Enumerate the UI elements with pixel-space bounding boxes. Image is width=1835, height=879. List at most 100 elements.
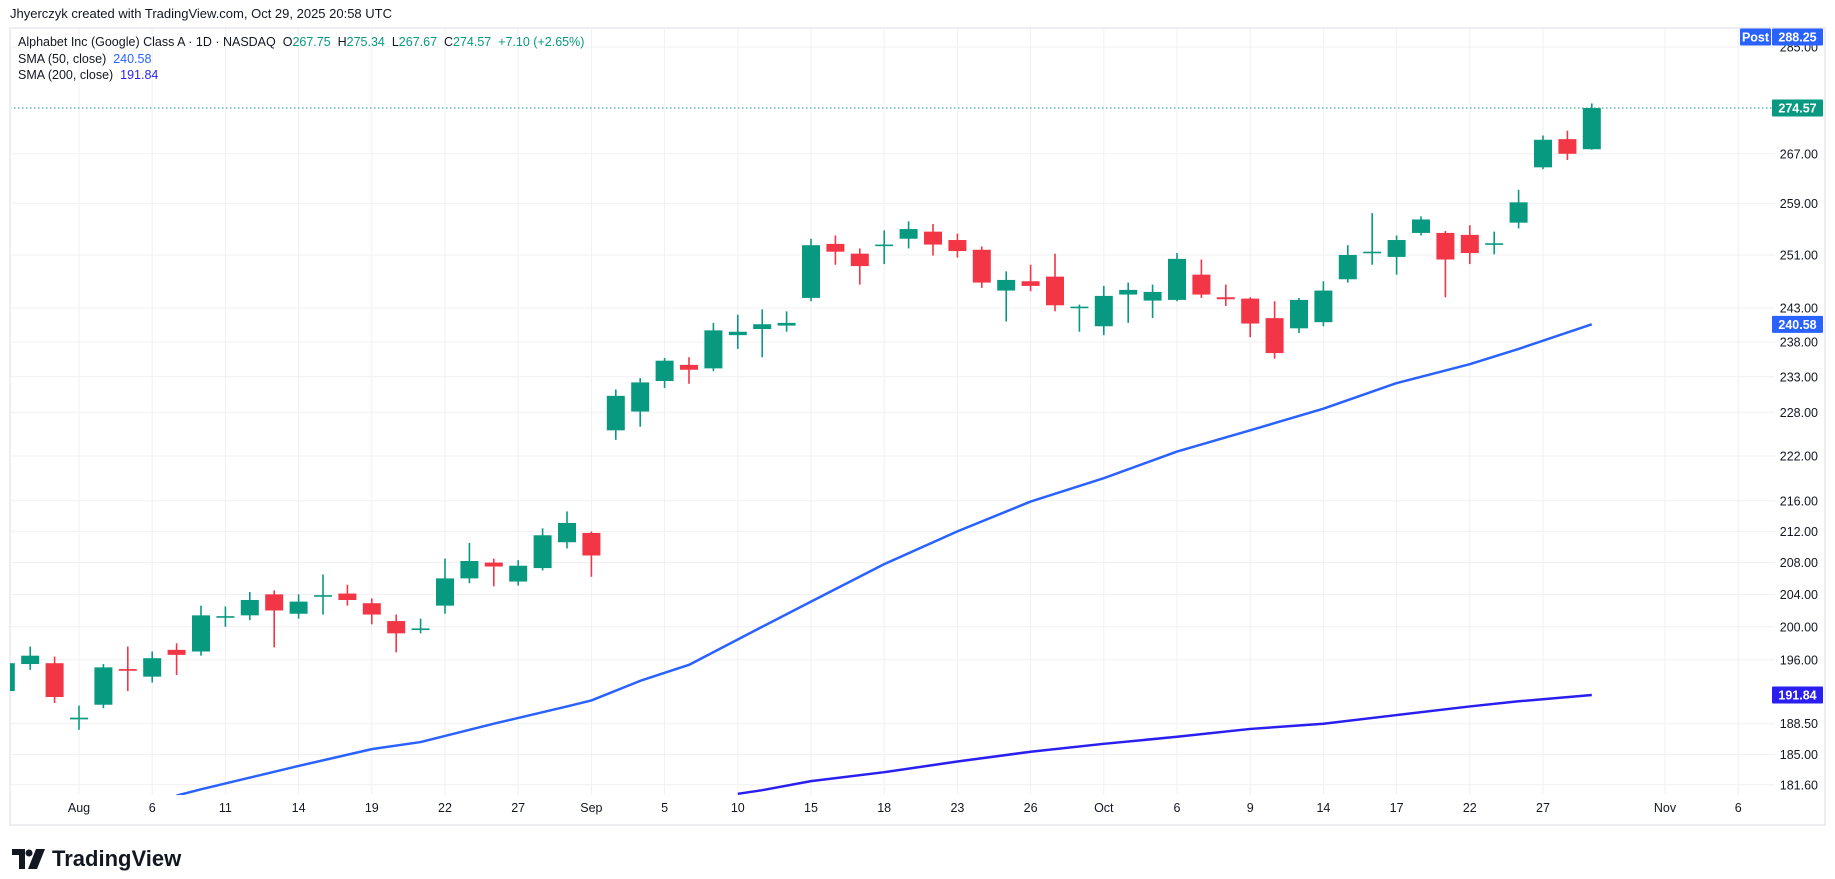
candle[interactable] xyxy=(582,531,601,577)
candle-body xyxy=(1509,202,1528,223)
y-tick-label: 196.00 xyxy=(1780,653,1818,667)
legend-sma50-row[interactable]: SMA (50, close) 240.58 xyxy=(18,51,584,68)
candle-body xyxy=(1314,290,1333,323)
x-tick-label: 10 xyxy=(731,801,745,815)
candle[interactable] xyxy=(436,558,454,614)
candle-body xyxy=(509,565,528,582)
candle-body xyxy=(826,243,845,252)
x-tick-label: Aug xyxy=(68,801,90,815)
candle[interactable] xyxy=(1265,301,1284,359)
candle[interactable] xyxy=(1046,253,1064,312)
candle-body xyxy=(1412,219,1430,233)
candle[interactable] xyxy=(753,309,772,358)
y-tick-label: 181.60 xyxy=(1780,778,1818,792)
candle[interactable] xyxy=(265,590,284,648)
candle[interactable] xyxy=(70,705,88,730)
candle[interactable] xyxy=(0,660,15,695)
price-labels: 288.25 Post 274.57 240.58 191.84 xyxy=(1740,28,1823,704)
candle[interactable] xyxy=(1363,213,1382,265)
candle[interactable] xyxy=(338,584,357,606)
candle[interactable] xyxy=(680,357,698,384)
candle[interactable] xyxy=(1070,304,1089,332)
candle[interactable] xyxy=(1290,297,1308,334)
candle[interactable] xyxy=(606,389,625,440)
x-tick-label: 23 xyxy=(950,801,964,815)
candle[interactable] xyxy=(1509,189,1528,229)
candle[interactable] xyxy=(875,230,894,265)
candle[interactable] xyxy=(997,271,1016,322)
x-tick-label: Sep xyxy=(580,801,602,815)
candle[interactable] xyxy=(118,646,137,692)
candle[interactable] xyxy=(1558,130,1577,160)
candle[interactable] xyxy=(948,233,967,258)
candle-body xyxy=(1021,281,1040,286)
candle[interactable] xyxy=(1241,297,1260,338)
candle[interactable] xyxy=(1582,103,1601,150)
tradingview-logo[interactable]: TradingView xyxy=(12,846,181,872)
x-tick-label: 5 xyxy=(661,801,668,815)
candle[interactable] xyxy=(777,311,796,332)
candle[interactable] xyxy=(533,528,552,571)
candle[interactable] xyxy=(1534,135,1552,170)
candle[interactable] xyxy=(1338,245,1357,283)
candle[interactable] xyxy=(850,248,869,285)
candle[interactable] xyxy=(1119,282,1138,323)
candle[interactable] xyxy=(362,598,381,625)
candle[interactable] xyxy=(631,378,650,427)
candle[interactable] xyxy=(704,322,723,372)
candle[interactable] xyxy=(1436,231,1455,298)
candle[interactable] xyxy=(411,618,430,634)
candle[interactable] xyxy=(216,606,235,627)
candle[interactable] xyxy=(972,246,991,288)
candle[interactable] xyxy=(509,560,528,586)
candle[interactable] xyxy=(94,664,113,709)
candle[interactable] xyxy=(1216,284,1235,306)
candle-body xyxy=(777,322,796,326)
candle-body xyxy=(21,655,40,665)
tradingview-logo-text: TradingView xyxy=(52,846,182,871)
candle-body xyxy=(1582,108,1601,150)
candle[interactable] xyxy=(167,643,186,675)
sma200-line xyxy=(737,693,1592,795)
candle[interactable] xyxy=(21,646,40,670)
candle[interactable] xyxy=(45,656,64,704)
candle[interactable] xyxy=(1192,259,1211,298)
legend-sma200-row[interactable]: SMA (200, close) 191.84 xyxy=(18,67,584,84)
candle[interactable] xyxy=(655,357,674,389)
chart-frame xyxy=(9,27,1826,826)
candle[interactable] xyxy=(484,558,503,587)
candle[interactable] xyxy=(1412,216,1430,236)
candle[interactable] xyxy=(387,614,406,653)
candle[interactable] xyxy=(1314,281,1333,327)
candle-body xyxy=(1070,306,1089,309)
candle[interactable] xyxy=(728,314,747,349)
candle[interactable] xyxy=(1387,235,1406,275)
candle[interactable] xyxy=(143,651,162,683)
legend: Alphabet Inc (Google) Class A · 1D · NAS… xyxy=(18,34,584,84)
candle-body xyxy=(1192,274,1211,295)
candle[interactable] xyxy=(1168,253,1186,302)
candle-body xyxy=(436,578,454,606)
candle[interactable] xyxy=(192,605,210,656)
candle[interactable] xyxy=(1460,225,1479,265)
candle[interactable] xyxy=(240,591,259,621)
candle[interactable] xyxy=(826,235,845,265)
candle[interactable] xyxy=(460,543,479,584)
candle-body xyxy=(728,331,747,336)
candle[interactable] xyxy=(1485,231,1504,255)
candle[interactable] xyxy=(558,511,576,549)
candle[interactable] xyxy=(1021,264,1040,292)
legend-symbol-row[interactable]: Alphabet Inc (Google) Class A · 1D · NAS… xyxy=(18,34,584,51)
candle[interactable] xyxy=(314,574,332,615)
candle[interactable] xyxy=(1143,284,1162,319)
candle-body xyxy=(1094,295,1113,327)
candle[interactable] xyxy=(289,594,308,619)
candle[interactable] xyxy=(899,221,918,249)
candle[interactable] xyxy=(1094,285,1113,336)
candle-body xyxy=(265,594,284,611)
candle-body xyxy=(802,245,820,298)
candle[interactable] xyxy=(924,223,942,256)
last-price-label: 274.57 xyxy=(1778,102,1816,116)
candle[interactable] xyxy=(802,238,820,302)
